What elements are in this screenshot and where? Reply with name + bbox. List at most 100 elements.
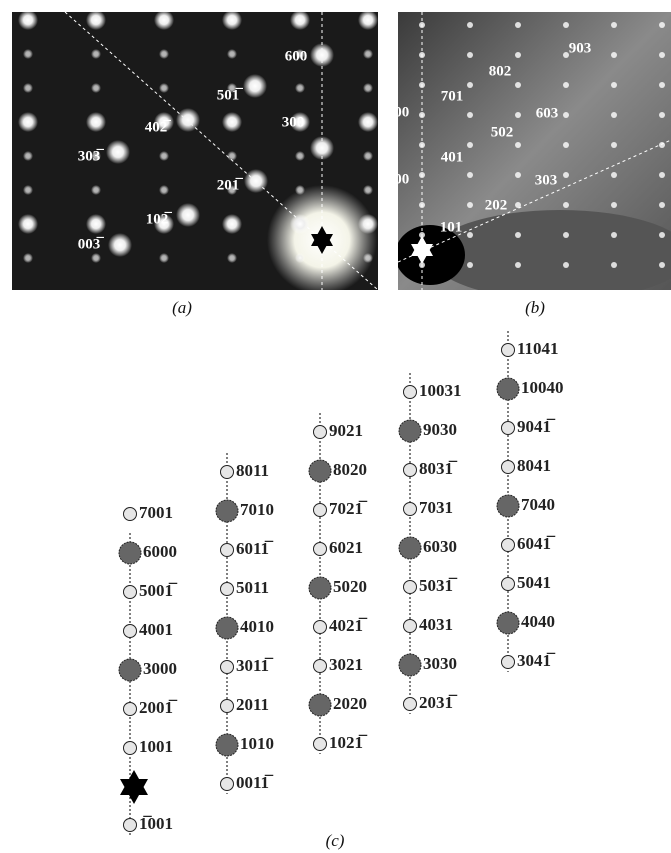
spot-label: 8020 <box>333 460 367 479</box>
spot <box>659 172 665 178</box>
spot <box>86 10 106 30</box>
spot-label: 1001 <box>139 737 173 756</box>
weak-spot <box>404 620 417 633</box>
spot <box>515 142 521 148</box>
spot-label: 8031̅ <box>419 459 458 478</box>
spot-label: 300 <box>387 171 410 187</box>
spot <box>611 262 617 268</box>
spot-label: 303 <box>535 172 558 188</box>
spot <box>91 49 101 59</box>
spot <box>659 82 665 88</box>
weak-spot <box>221 661 234 674</box>
spot <box>176 108 200 132</box>
spot-label: 4010 <box>240 617 274 636</box>
spot-label: 7040 <box>521 495 555 514</box>
spot <box>467 202 473 208</box>
spot <box>563 202 569 208</box>
spot-label: 3030 <box>423 654 457 673</box>
spot <box>295 253 305 263</box>
spot-label: 3011̅ <box>236 656 274 675</box>
spot <box>611 202 617 208</box>
weak-spot <box>314 738 327 751</box>
spot <box>611 82 617 88</box>
spot <box>86 214 106 234</box>
spot <box>467 142 473 148</box>
spot-label: 502 <box>491 124 514 140</box>
spot <box>563 262 569 268</box>
spot-label: 5001̅ <box>139 581 178 600</box>
spot <box>467 262 473 268</box>
spot <box>108 233 132 257</box>
spot <box>91 83 101 93</box>
spot <box>611 22 617 28</box>
spot <box>659 52 665 58</box>
spot <box>419 172 425 178</box>
strong-spot <box>399 420 421 442</box>
spot-label: 2031̅ <box>419 693 458 712</box>
strong-spot <box>119 542 141 564</box>
spot <box>176 203 200 227</box>
strong-spot <box>119 659 141 681</box>
weak-spot <box>124 819 137 832</box>
spot-label: 7021̅ <box>329 499 368 518</box>
spot-label: 300 <box>282 114 305 130</box>
weak-spot <box>502 422 515 435</box>
spot-label: 903 <box>569 40 592 56</box>
strong-spot <box>309 577 331 599</box>
strong-spot <box>399 537 421 559</box>
spot <box>659 112 665 118</box>
spot <box>563 232 569 238</box>
spot-label: 7001 <box>139 503 173 522</box>
weak-spot <box>124 703 137 716</box>
spot <box>23 253 33 263</box>
spot <box>295 83 305 93</box>
weak-spot <box>314 543 327 556</box>
spot <box>467 232 473 238</box>
weak-spot <box>404 464 417 477</box>
spot <box>611 112 617 118</box>
weak-spot <box>124 508 137 521</box>
weak-spot <box>502 578 515 591</box>
spot-label: 802 <box>489 63 512 79</box>
weak-spot <box>221 778 234 791</box>
weak-spot <box>314 621 327 634</box>
caption: (c) <box>326 831 345 850</box>
spot <box>659 22 665 28</box>
spot-label: 401 <box>441 149 464 165</box>
spot <box>515 202 521 208</box>
spot-label: 101 <box>440 219 463 235</box>
spot-label: 1021̅ <box>329 733 368 752</box>
spot <box>467 112 473 118</box>
spot <box>515 232 521 238</box>
strong-spot <box>216 617 238 639</box>
spot <box>227 49 237 59</box>
spot <box>358 112 378 132</box>
spot <box>363 83 373 93</box>
spot <box>659 202 665 208</box>
spot <box>18 112 38 132</box>
strong-spot <box>497 378 519 400</box>
spot <box>515 172 521 178</box>
spot <box>222 10 242 30</box>
spot-label: 3041̅ <box>517 651 556 670</box>
spot <box>363 185 373 195</box>
spot-label: 6041̅ <box>517 534 556 553</box>
spot-label: 5041 <box>517 573 551 592</box>
spot-label: 9041̅ <box>517 417 556 436</box>
spot <box>295 151 305 161</box>
spot-label: 6030 <box>423 537 457 556</box>
spot <box>18 214 38 234</box>
strong-spot <box>216 734 238 756</box>
spot <box>515 52 521 58</box>
spot <box>295 185 305 195</box>
spot <box>159 185 169 195</box>
weak-spot <box>221 466 234 479</box>
strong-spot <box>216 500 238 522</box>
spot <box>244 169 268 193</box>
spot-label: 11041 <box>517 339 559 358</box>
spot <box>159 253 169 263</box>
spot <box>563 142 569 148</box>
spot <box>419 52 425 58</box>
panel-a-image <box>12 10 378 295</box>
spot-label: 10031 <box>419 381 462 400</box>
